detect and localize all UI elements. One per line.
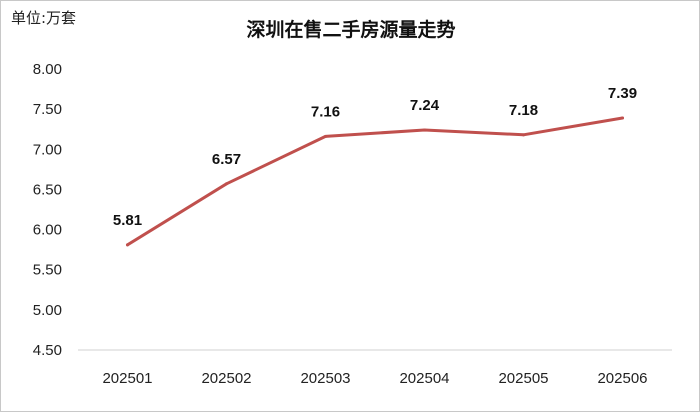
data-point [324,134,327,138]
y-tick-label: 8.00 [33,61,62,78]
data-point [225,182,228,186]
data-label: 7.24 [410,97,440,114]
data-label: 7.16 [311,103,340,120]
y-tick-label: 6.50 [33,181,62,198]
data-point [126,243,129,247]
y-tick-label: 6.00 [33,222,62,239]
data-point [621,116,624,120]
data-label: 5.81 [113,212,142,229]
y-tick-label: 7.00 [33,141,62,158]
y-tick-label: 5.50 [33,262,62,279]
x-tick-label: 202506 [597,370,647,387]
y-tick-label: 4.50 [33,342,62,359]
chart-title: 深圳在售二手房源量走势 [246,19,456,41]
x-tick-label: 202504 [399,370,449,387]
data-label: 7.18 [509,102,538,119]
data-point [423,128,426,132]
x-tick-label: 202505 [498,370,548,387]
x-tick-label: 202501 [102,370,152,387]
data-label: 7.39 [608,85,637,102]
data-point [522,133,525,137]
series-line [126,116,624,247]
unit-label: 单位:万套 [11,9,77,27]
y-tick-label: 7.50 [33,101,62,118]
data-label: 6.57 [212,151,241,168]
x-tick-label: 202502 [201,370,251,387]
y-tick-label: 5.00 [33,302,62,319]
x-tick-label: 202503 [300,370,350,387]
